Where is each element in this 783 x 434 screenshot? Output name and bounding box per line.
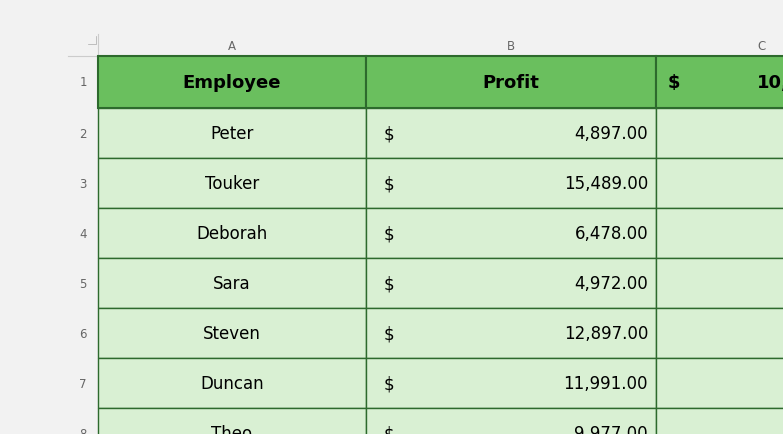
Text: 1: 1	[79, 76, 87, 89]
Text: 4,972.00: 4,972.00	[574, 274, 648, 293]
Bar	[366, 258, 656, 308]
Bar	[656, 308, 783, 358]
Text: A: A	[228, 39, 236, 53]
Text: $: $	[668, 74, 680, 92]
Text: Theo: Theo	[211, 424, 253, 434]
Text: $: $	[384, 274, 395, 293]
Bar	[98, 358, 366, 408]
Text: $: $	[384, 324, 395, 342]
Text: 6,478.00: 6,478.00	[575, 224, 648, 243]
Bar	[98, 258, 366, 308]
Bar	[366, 159, 656, 208]
Text: 4: 4	[79, 227, 87, 240]
Text: 4,897.00: 4,897.00	[575, 125, 648, 143]
Bar	[366, 358, 656, 408]
Text: Steven: Steven	[203, 324, 261, 342]
Text: 7: 7	[79, 377, 87, 390]
Text: 3: 3	[79, 177, 87, 190]
Text: B: B	[507, 39, 515, 53]
Bar	[366, 208, 656, 258]
Text: 15,489.00: 15,489.00	[564, 174, 648, 193]
Bar	[656, 208, 783, 258]
Bar	[656, 159, 783, 208]
Bar	[98, 408, 366, 434]
Bar	[656, 57, 783, 109]
Bar	[656, 408, 783, 434]
Text: Sara: Sara	[213, 274, 251, 293]
Text: $: $	[384, 174, 395, 193]
Text: 2: 2	[79, 127, 87, 140]
Text: 12,897.00: 12,897.00	[564, 324, 648, 342]
Bar	[366, 109, 656, 159]
Text: $: $	[384, 125, 395, 143]
Text: Employee: Employee	[182, 74, 281, 92]
Bar	[98, 159, 366, 208]
Text: 8: 8	[79, 427, 87, 434]
Text: $: $	[384, 224, 395, 243]
Text: Profit: Profit	[482, 74, 539, 92]
Text: 10,000.00: 10,000.00	[756, 74, 783, 92]
Bar	[366, 57, 656, 109]
Text: $: $	[384, 374, 395, 392]
Bar	[656, 358, 783, 408]
Bar	[656, 258, 783, 308]
Text: 11,991.00: 11,991.00	[564, 374, 648, 392]
Text: 5: 5	[79, 277, 87, 290]
Bar	[656, 109, 783, 159]
Bar	[98, 208, 366, 258]
Text: 6: 6	[79, 327, 87, 340]
Text: C: C	[757, 39, 765, 53]
Text: $: $	[384, 424, 395, 434]
Bar	[98, 57, 366, 109]
Bar	[98, 109, 366, 159]
Bar	[366, 308, 656, 358]
Text: Touker: Touker	[205, 174, 259, 193]
Bar	[98, 308, 366, 358]
Text: 9,977.00: 9,977.00	[575, 424, 648, 434]
Text: Duncan: Duncan	[200, 374, 264, 392]
Text: Deborah: Deborah	[197, 224, 268, 243]
Bar	[366, 408, 656, 434]
Text: Peter: Peter	[211, 125, 254, 143]
